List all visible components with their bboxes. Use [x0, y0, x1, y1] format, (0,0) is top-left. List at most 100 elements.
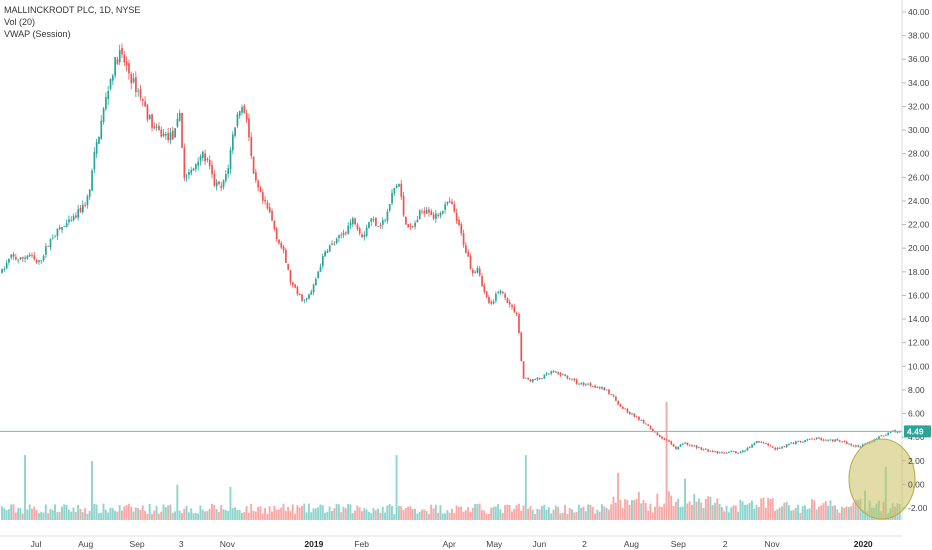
last-price-value: 4.49	[907, 426, 924, 436]
candle-body	[5, 263, 8, 269]
candle-body	[815, 437, 818, 440]
volume-bar	[37, 513, 40, 520]
volume-bar	[508, 505, 511, 520]
candle-body	[829, 439, 832, 441]
candle-body	[151, 114, 153, 128]
volume-bar	[792, 509, 795, 520]
candle-body	[439, 213, 442, 216]
candle-body	[114, 57, 116, 76]
price-axis-label: 6.00	[908, 409, 925, 419]
volume-indicator-label[interactable]: Vol (20)	[4, 17, 36, 27]
volume-bar	[17, 508, 20, 520]
candle-body	[264, 200, 266, 202]
candle-body	[765, 443, 767, 444]
candle-body	[617, 400, 620, 405]
volume-bar	[460, 506, 463, 520]
volume-bar	[808, 508, 811, 520]
vwap-indicator-label[interactable]: VWAP (Session)	[4, 29, 71, 39]
candle-body	[841, 441, 843, 443]
volume-bar	[651, 512, 654, 520]
candle-body	[538, 378, 541, 380]
volume-bar	[538, 509, 541, 520]
volume-bar	[361, 511, 363, 520]
volume-bar	[125, 505, 128, 520]
volume-bar	[734, 505, 737, 520]
volume-bar	[81, 512, 84, 520]
time-axis[interactable]: Jul Aug Sep 3 Nov 2019 Feb Apr May Jun 2 Aug Sep 2 Nov…	[31, 539, 873, 549]
volume-bar	[730, 507, 733, 520]
volume-bar	[118, 505, 121, 520]
time-axis-label: May	[486, 539, 503, 549]
candle-body	[709, 450, 712, 452]
volume-bar	[552, 509, 555, 520]
volume-bar	[614, 502, 617, 520]
volume-bar	[679, 507, 682, 520]
volume-bar	[485, 513, 488, 520]
candle-body	[63, 226, 66, 227]
candle-body	[100, 120, 103, 139]
candle-body	[98, 136, 100, 144]
volume-bar	[774, 510, 776, 520]
volume-bar	[455, 505, 458, 520]
candle-body	[601, 387, 603, 389]
volume-bar	[287, 507, 290, 520]
candle-body	[476, 267, 479, 273]
candle-body	[684, 442, 686, 444]
volume-bar	[446, 510, 449, 520]
candle-body	[640, 419, 643, 421]
volume-bar	[391, 505, 393, 520]
volume-bar	[407, 506, 410, 520]
candle-body	[774, 447, 776, 450]
candle-body	[557, 372, 560, 374]
time-axis-label: Jun	[533, 539, 547, 549]
candle-body	[160, 129, 163, 137]
candle-body	[185, 176, 188, 178]
price-axis[interactable]: 40.00 38.00 36.00 34.00 32.00 30.00 28.00 26.00…	[908, 7, 930, 513]
volume-bar	[72, 507, 75, 520]
candle-body	[615, 396, 617, 401]
candle-body	[211, 164, 213, 175]
volume-bar	[100, 512, 103, 520]
candle-body	[379, 224, 382, 227]
candle-body	[56, 228, 59, 237]
candle-body	[123, 54, 126, 63]
volume-bar	[35, 509, 38, 520]
volume-bar	[704, 498, 707, 520]
candle-body	[594, 385, 596, 388]
volume-bar	[157, 513, 160, 520]
volume-bar	[605, 507, 608, 520]
candle-body	[624, 408, 626, 410]
last-price-tag: 4.49	[904, 425, 931, 438]
candle-body	[672, 444, 675, 447]
candle-body	[326, 250, 329, 253]
candle-body	[898, 431, 901, 433]
candle-body	[26, 255, 29, 259]
volume-bar	[155, 505, 158, 520]
volume-bar	[584, 511, 587, 520]
candle-body	[199, 156, 202, 161]
volume-bar	[801, 506, 804, 520]
candle-body	[107, 90, 110, 99]
candle-body	[206, 159, 209, 161]
volume-bar	[95, 504, 98, 520]
candle-body	[195, 164, 197, 169]
candle-body	[739, 451, 742, 453]
volume-bar	[806, 509, 809, 520]
volume-bar	[748, 502, 751, 520]
candle-body	[437, 214, 440, 216]
volume-bar	[483, 510, 486, 520]
candle-body	[324, 251, 326, 257]
candle-body	[848, 443, 850, 445]
volume-bar	[194, 512, 197, 520]
price-axis-label: 20.00	[908, 243, 930, 253]
volume-bar	[47, 513, 50, 520]
volume-bar	[626, 499, 629, 520]
candle-body	[688, 444, 691, 446]
candle-body	[190, 170, 193, 174]
highlight-circle	[848, 438, 916, 520]
candle-body	[218, 181, 220, 185]
symbol-title[interactable]: MALLINCKRODT PLC, 1D, NYSE	[4, 5, 141, 15]
volume-bar	[804, 505, 806, 520]
candle-body	[478, 268, 481, 276]
